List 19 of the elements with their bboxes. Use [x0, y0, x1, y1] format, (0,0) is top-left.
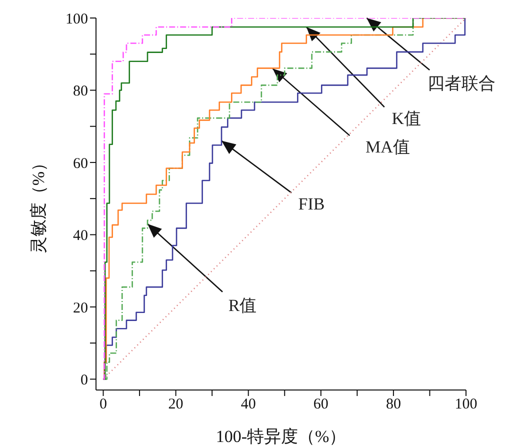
y-tick-label: 0 — [80, 372, 88, 388]
annotation: R值 — [228, 296, 257, 315]
x-tick-label: 80 — [386, 396, 401, 413]
x-tick-label: 20 — [168, 396, 184, 413]
annotation: MA值 — [365, 137, 410, 156]
x-axis-title: 100-特异度（%） — [216, 427, 346, 446]
y-tick-label: 20 — [73, 300, 88, 316]
x-tick-label: 0 — [100, 396, 108, 413]
y-tick-label: 40 — [73, 228, 88, 244]
annotation: K值 — [392, 108, 422, 128]
annotation: FIB — [298, 194, 325, 214]
annotation: 四者联合 — [428, 74, 496, 93]
x-tick-label: 60 — [313, 396, 328, 413]
x-tick-label: 40 — [240, 396, 256, 413]
y-tick-label: 80 — [73, 84, 88, 100]
y-tick-label: 60 — [73, 156, 88, 172]
y-tick-label: 100 — [66, 11, 88, 28]
y-axis-title: 灵敏度（%） — [29, 154, 48, 254]
x-tick-label: 100 — [454, 396, 478, 413]
